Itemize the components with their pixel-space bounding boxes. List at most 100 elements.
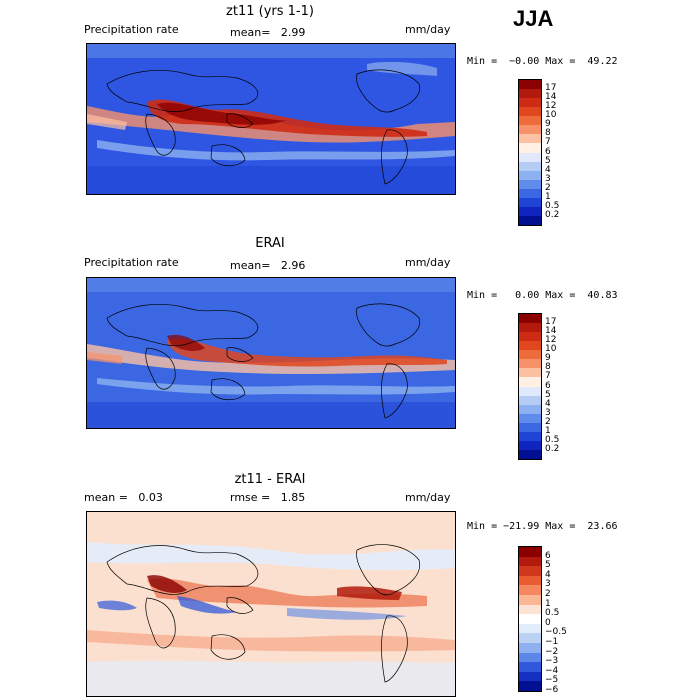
panel-3-map: [86, 511, 456, 697]
colorbar-swatch: [519, 662, 541, 672]
colorbar-tick-label: 2: [545, 182, 551, 193]
colorbar-swatch: [519, 614, 541, 624]
colorbar-swatch: [519, 314, 541, 324]
colorbar-swatch: [519, 575, 541, 586]
colorbar-tick-label: 7: [545, 137, 551, 148]
colorbar-tick-label: 17: [545, 83, 557, 94]
colorbar-swatch: [519, 413, 541, 423]
colorbar-tick-label: 5: [545, 389, 551, 400]
colorbar-swatch: [519, 440, 541, 450]
colorbar-tick-label: 6: [545, 380, 551, 391]
colorbar-tick-label: 10: [545, 344, 557, 355]
panel-1-minmax: Min = −0.00 Max = 49.22: [467, 56, 618, 67]
colorbar-swatch: [519, 604, 541, 615]
panel-2-colorbar: [518, 313, 542, 460]
colorbar-swatch: [519, 89, 541, 99]
colorbar-swatch: [519, 143, 541, 153]
colorbar-tick-label: 8: [545, 362, 551, 373]
panel-1-map-svg: [87, 44, 455, 194]
panel-2-field-label: Precipitation rate: [84, 256, 179, 269]
colorbar-tick-label: 12: [545, 335, 557, 346]
colorbar-swatch: [519, 623, 541, 634]
colorbar-swatch: [519, 350, 541, 360]
colorbar-tick-label: 12: [545, 101, 557, 112]
colorbar-swatch: [519, 368, 541, 378]
colorbar-swatch: [519, 125, 541, 135]
colorbar-swatch: [519, 161, 541, 171]
colorbar-swatch: [519, 134, 541, 144]
colorbar-swatch: [519, 681, 541, 691]
colorbar-tick-label: −6: [545, 685, 559, 695]
panel-1-field-label: Precipitation rate: [84, 23, 179, 36]
colorbar-tick-label: −2: [545, 646, 559, 657]
colorbar-swatch: [519, 585, 541, 595]
colorbar-tick-label: 14: [545, 92, 557, 103]
colorbar-swatch: [519, 431, 541, 441]
panel-2-units-label: mm/day: [405, 256, 451, 269]
colorbar-tick-label: 0.2: [545, 209, 560, 220]
colorbar-tick-label: 9: [545, 353, 551, 364]
colorbar-tick-label: 1: [545, 598, 551, 609]
colorbar-tick-label: 0.2: [545, 443, 560, 454]
colorbar-swatch: [519, 594, 541, 605]
colorbar-tick-label: −5: [545, 675, 559, 686]
colorbar-swatch: [519, 566, 541, 576]
colorbar-swatch: [519, 395, 541, 405]
colorbar-swatch: [519, 377, 541, 387]
colorbar-tick-label: 0.5: [545, 200, 560, 211]
colorbar-swatch: [519, 671, 541, 682]
colorbar-tick-label: 2: [545, 416, 551, 427]
colorbar-swatch: [519, 179, 541, 189]
colorbar-swatch: [519, 332, 541, 342]
colorbar-swatch: [519, 116, 541, 126]
colorbar-swatch: [519, 633, 541, 643]
colorbar-swatch: [519, 152, 541, 162]
colorbar-tick-label: 1: [545, 425, 551, 436]
colorbar-swatch: [519, 170, 541, 180]
panel-1-units-label: mm/day: [405, 23, 451, 36]
colorbar-swatch: [519, 449, 541, 459]
colorbar-tick-label: 2: [545, 589, 551, 599]
colorbar-tick-label: 6: [545, 146, 551, 157]
colorbar-swatch: [519, 386, 541, 396]
panel-2-mean-label: mean= 2.96: [230, 259, 306, 272]
panel-2-map-svg: [87, 278, 455, 428]
colorbar-tick-label: −4: [545, 665, 559, 676]
colorbar-tick-label: 0.5: [545, 608, 560, 619]
panel-1-mean-label: mean= 2.99: [230, 26, 306, 39]
colorbar-swatch: [519, 323, 541, 333]
colorbar-tick-label: 10: [545, 110, 557, 121]
colorbar-swatch: [519, 341, 541, 351]
colorbar-swatch: [519, 107, 541, 117]
colorbar-tick-label: 8: [545, 128, 551, 139]
colorbar-swatch: [519, 206, 541, 216]
colorbar-tick-label: −0.5: [545, 627, 567, 638]
colorbar-tick-label: 5: [545, 155, 551, 166]
colorbar-swatch: [519, 642, 541, 653]
colorbar-swatch: [519, 652, 541, 663]
colorbar-tick-label: 4: [545, 398, 551, 409]
panel-1-colorbar: [518, 79, 542, 226]
colorbar-tick-label: 17: [545, 317, 557, 328]
panel-1-title: zt11 (yrs 1-1): [226, 4, 314, 19]
colorbar-tick-label: 14: [545, 326, 557, 337]
colorbar-swatch: [519, 98, 541, 108]
panel-2-minmax: Min = 0.00 Max = 40.83: [467, 290, 618, 301]
colorbar-swatch: [519, 422, 541, 432]
colorbar-tick-label: 0: [545, 617, 551, 628]
colorbar-swatch: [519, 197, 541, 207]
panel-3-units-label: mm/day: [405, 491, 451, 504]
panel-3-mean-label: mean = 0.03: [84, 491, 163, 504]
colorbar-tick-label: −1: [545, 637, 559, 647]
colorbar-tick-label: −3: [545, 656, 559, 667]
colorbar-tick-label: 7: [545, 371, 551, 382]
colorbar-tick-label: 6: [545, 550, 551, 561]
colorbar-tick-label: 1: [545, 191, 551, 202]
colorbar-swatch: [519, 556, 541, 567]
colorbar-tick-label: 3: [545, 579, 551, 590]
panel-2-map: [86, 277, 456, 429]
colorbar-tick-label: 0.5: [545, 434, 560, 445]
colorbar-tick-label: 3: [545, 407, 551, 418]
panel-3-colorbar: [518, 546, 542, 692]
colorbar-tick-label: 4: [545, 569, 551, 580]
